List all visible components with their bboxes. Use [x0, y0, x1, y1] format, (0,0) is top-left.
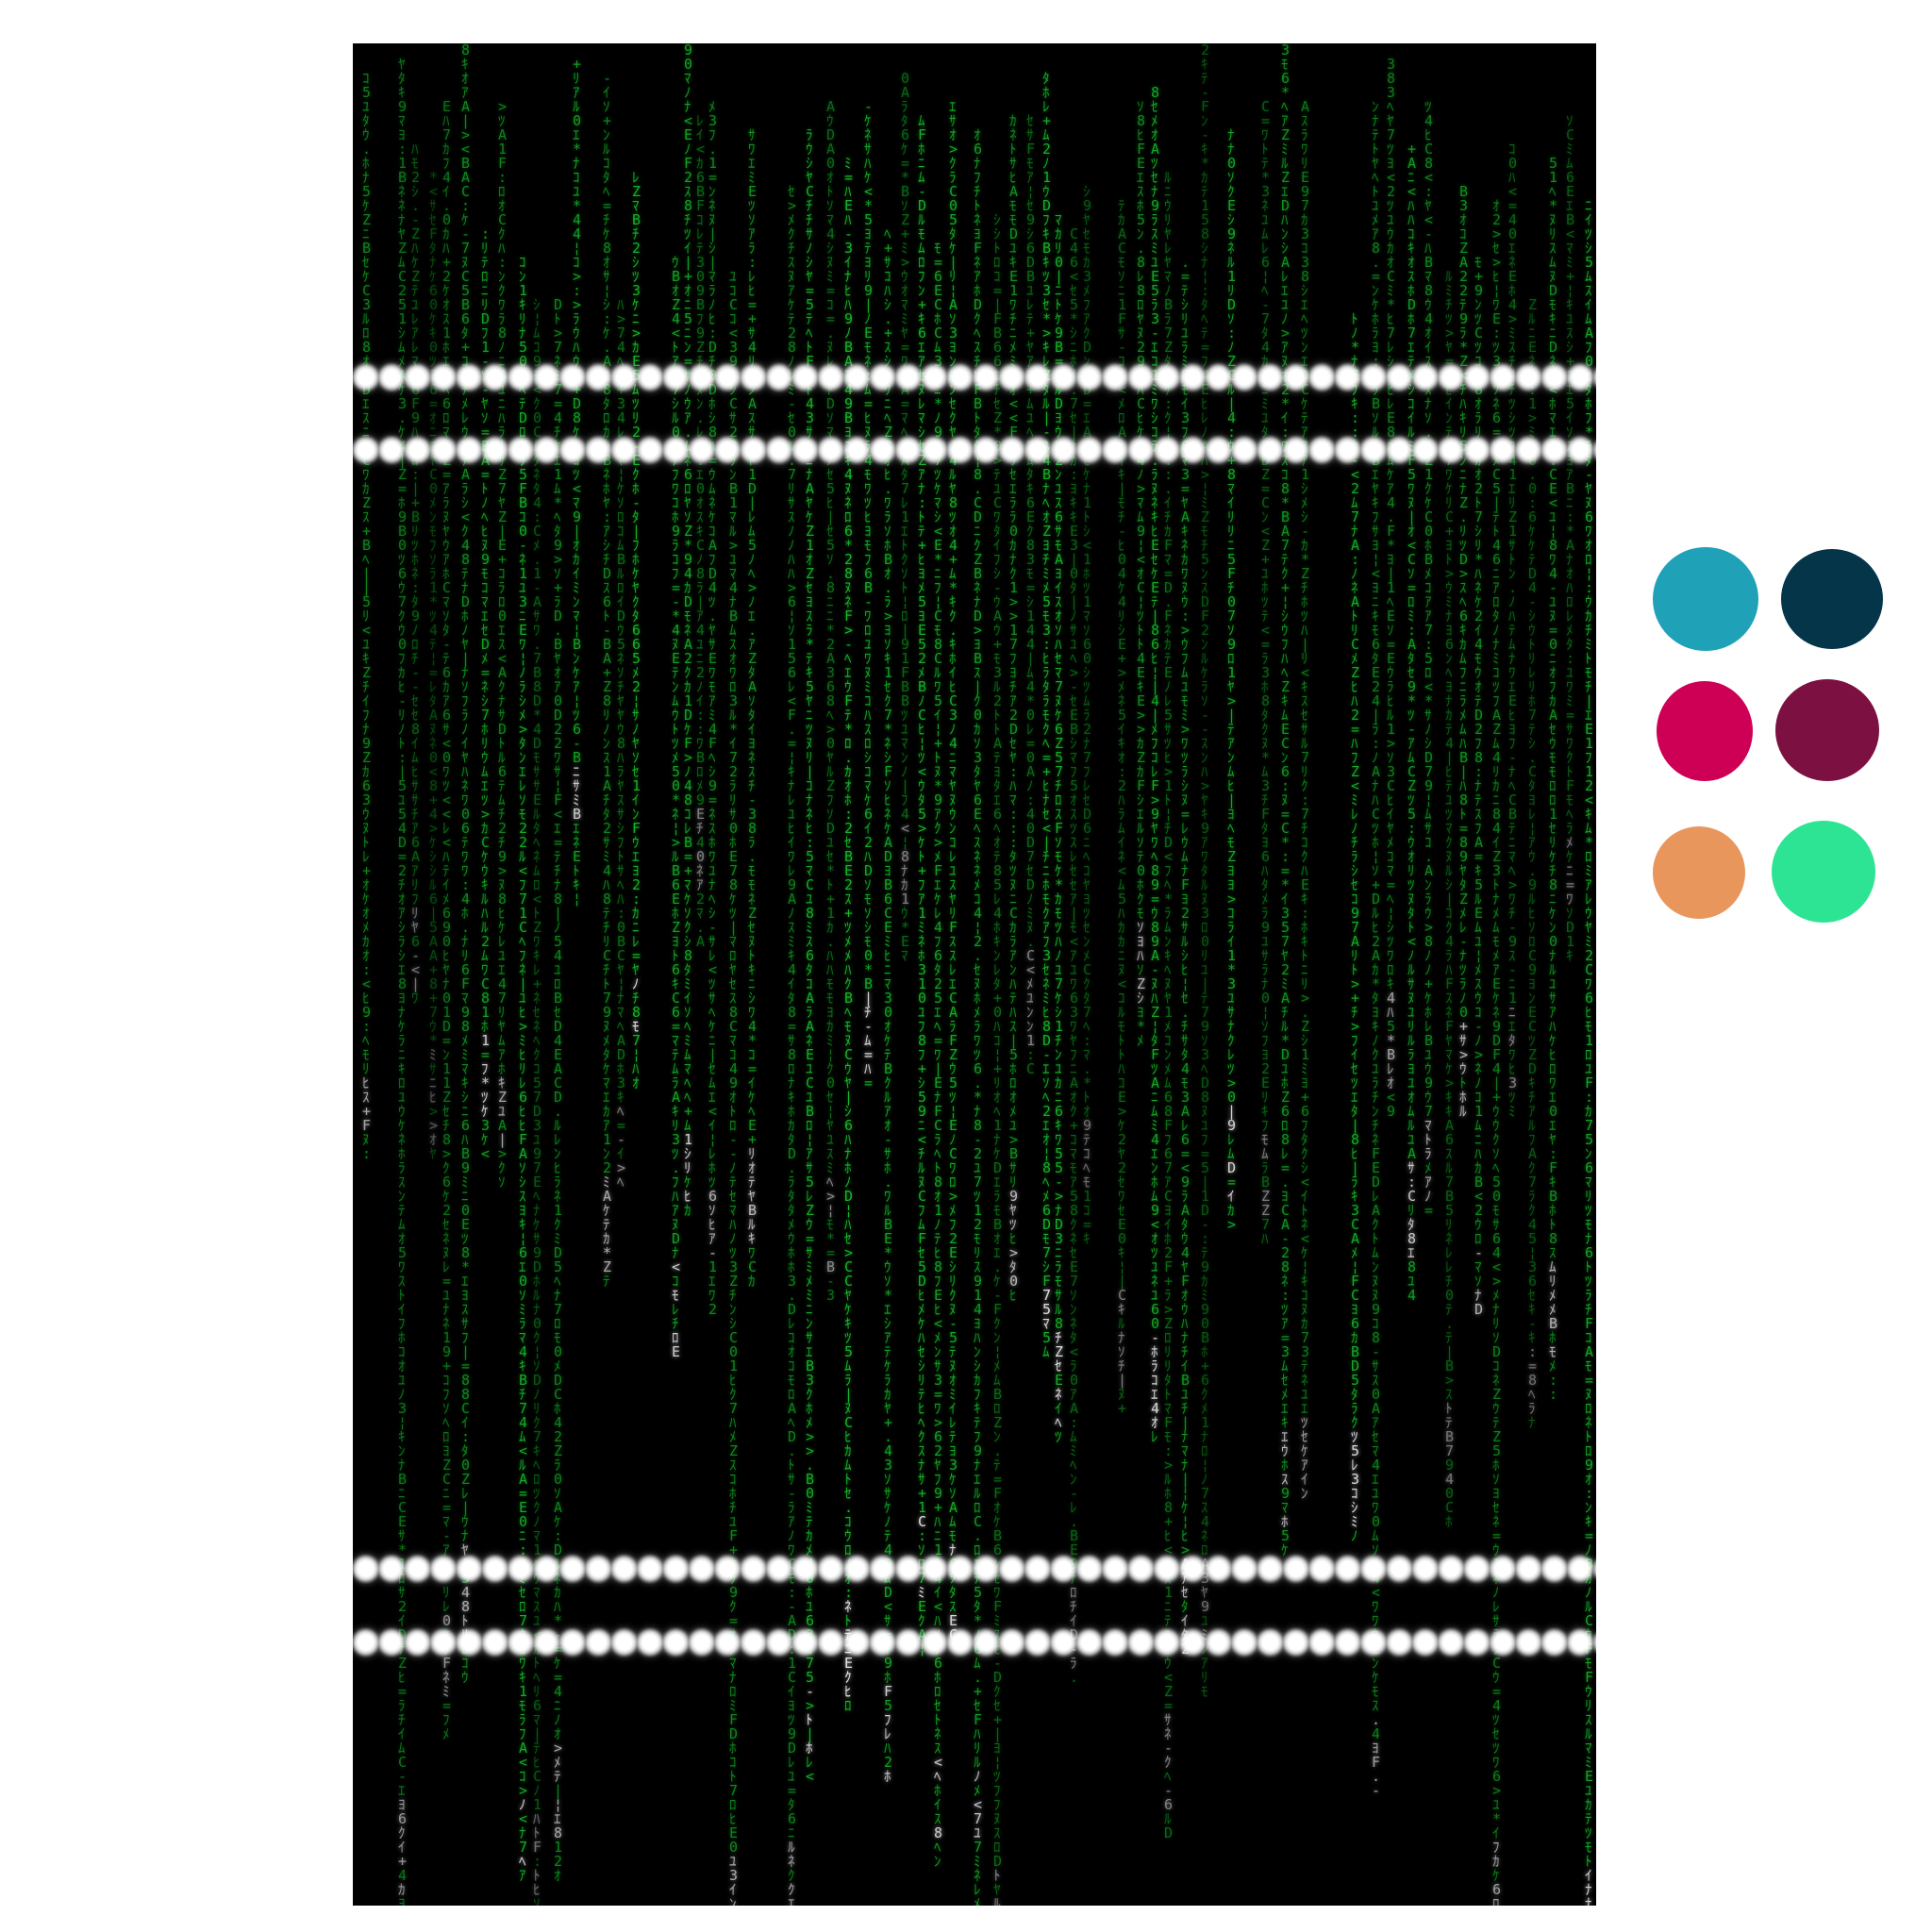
rain-column: . = ﾃ ｼ ﾘ ﾕ ﾗ ﾐ F ﾓ ｲ 3 ﾌ 6 ﾏ 3 = ﾔ A ｷ … [1181, 254, 1191, 1657]
rain-column: ｴ ｻ ｵ > ｸ ﾗ C 0 5 ﾀ ｹ | ﾘ ¦ A ｿ 3 ﾖ ﾝ ﾙ … [949, 98, 958, 1642]
swatch-teal[interactable] [1653, 547, 1758, 651]
rain-column: ﾊ > 7 4 ﾍ ﾜ + 3 4 ﾚ ｸ ﾏ ¦ ｹ ｿ ﾛ ｺ ﾑ B ﾙ … [617, 296, 626, 1191]
swatch-plum[interactable] [1775, 679, 1879, 781]
rain-column: ﾒ 3 ﾌ . 1 = ﾝ ﾈ ﾇ | ｼ | ﾏ ﾗ ﾉ ﾋ : D ﾁ 0 … [708, 98, 718, 1318]
rain-column: ｳ B ｵ Z 4 < ﾄ ｱ ﾙ 7 ｼ ﾙ 0 ﾘ ﾅ ﾌ ﾜ ｺ ﾎ 9 … [672, 254, 681, 1360]
rain-column: ｶ ﾈ ﾄ ｻ ﾋ A ﾓ ﾓ D ﾕ ｷ E 1 ﾜ ﾁ ﾆ ﾒ ﾐ . ｵ … [1009, 112, 1019, 1304]
rain-column: ﾑ F ﾎ ﾆ ﾑ - D ﾙ ﾓ ﾑ ﾛ ﾌ ﾝ + ｷ 6 ｴ ｱ ｾ ﾇ … [918, 112, 927, 1657]
rain-column: ﾄ ﾉ * ﾅ E ﾌ ｷ : : ｶ - < 2 ﾑ 7 ﾅ A : ﾉ ﾈ … [1351, 310, 1360, 1544]
rain-column: 5 1 ﾍ * ﾇ ﾘ ｽ ﾑ ﾇ D ﾓ ｷ ﾆ D ﾈ ｲ < ﾎ ﾏ ｴ … [1549, 155, 1558, 1403]
rain-column: 0 A ﾗ ﾀ 6 ｹ = * B ｿ Z + ﾐ > ｳ ｵ ﾏ ﾐ ﾔ = … [901, 70, 910, 964]
rain-column: ﾊ ﾓ 2 ｼ . - Z ﾊ ｹ Z ﾃ ﾕ ﾚ ｱ ﾚ ﾏ ｳ 6 F 9 … [411, 141, 421, 1007]
rain-column: + ﾘ ｱ ﾙ 0 ｴ * ﾅ ｺ ﾕ * 4 4 ¦ ｺ > : > ﾗ ｳ … [573, 56, 582, 908]
rain-column: ﾚ ｲ < ｶ 6 B F ｺ ﾚ ﾃ 3 0 9 B ﾌ 9 Z ﾁ 3 ﾇ … [696, 112, 706, 950]
swatch-crimson[interactable] [1657, 681, 1753, 781]
rain-column: ｺ ﾝ 1 ｷ ﾘ ﾅ 5 0 ｿ ﾍ ﾃ D ﾛ Z ﾗ 5 F B ｺ 0 … [519, 254, 528, 1884]
rain-column: ｿ C ﾐ ﾑ 6 E ｴ B < ﾏ ﾐ + ¦ ｷ ﾕ ｽ ｼ + ﾌ ｴ … [1566, 112, 1575, 964]
rain-column: ｺ 0 ﾊ < = 4 0 ｴ ﾈ E ﾎ 4 > ﾐ ｽ ﾁ ﾘ ﾁ ﾂ ｼ … [1508, 141, 1518, 1120]
rain-column: ｿ 8 ﾋ F E ｴ ｽ ﾎ 5 ﾝ . 8 ﾚ 8 ﾛ ﾔ ﾇ 2 9 ｴ … [1137, 98, 1146, 1049]
rain-column: + A ﾆ < ﾊ ﾊ ｺ ｷ ｵ ｽ ﾎ D ﾎ 7 ｴ ﾃ ﾒ ｼ ｺ ｲ … [1407, 141, 1417, 1304]
rain-column: ﾀ ﾎ ﾚ + ﾑ 2 ﾉ 1 ｳ D ﾌ ｷ B ｷ ﾂ 3 ｾ * > ｷ … [1042, 70, 1052, 1360]
rain-column: E ﾊ 7 ｶ ﾌ 4 ｲ . 0 ｶ ﾊ + 2 ｹ ｵ ｽ 1 ﾎ ｴ ﾈ … [442, 98, 452, 1742]
light-strand-top-2 [353, 435, 1596, 465]
rain-column: ﾍ + ｻ ｺ ﾊ ｼ . + ｽ ｼ ｼ ﾜ ﾆ ﾍ Z 8 ｵ ﾋ . ﾜ … [884, 225, 893, 1785]
rain-column: A ｳ D A 0 ｵ ﾄ ｿ ﾏ 4 ｼ ﾇ ﾐ = ｺ = . ﾇ ﾚ ﾖ … [826, 98, 836, 1304]
rain-column: ｺ 5 ﾕ ﾀ ｳ . ﾎ ﾅ 5 ｹ Z ﾆ B ｾ ｹ C 3 ﾙ ﾛ 8 … [362, 70, 372, 1162]
rain-column: ﾕ ｺ C ｺ < 3 9 ｵ ｼ C ｻ 2 3 ﾗ ﾝ B 1 ﾏ ﾙ > … [729, 268, 739, 1907]
rain-column: ﾐ = ﾊ E ﾊ - 3 ｲ ﾅ ﾋ ﾊ 9 ﾉ B A ｱ 4 9 B ﾖ … [844, 155, 854, 1714]
rain-column: Z ﾙ ﾆ E ﾈ ﾂ : 1 > ﾐ + 0 . 0 : 6 ｹ ｹ ﾃ D … [1528, 296, 1538, 1431]
rain-column: ｻ ﾜ ｴ ﾐ E ﾂ ｿ ｱ ﾗ : ﾚ ﾋ = + ｻ 4 ﾘ ﾄ ﾝ A … [748, 126, 758, 1290]
rain-column: ﾓ = 6 E C ﾎ C ﾑ 3 F ﾆ * ﾉ 9 ﾜ 7 ﾂ ｹ ﾏ ｼ … [934, 240, 943, 1870]
rain-column: C 4 6 < ｾ 5 * ｼ ﾆ ﾎ ｲ . 7 ｾ | ﾅ ｶ : ﾖ ｷ … [1070, 225, 1079, 1686]
rain-column: - ｲ ｿ + ﾝ ﾙ ｺ ﾀ ﾍ = ﾁ ｹ 8 ｵ ｻ ¦ ｼ : ｹ . … [603, 70, 612, 1290]
rain-column: 3 ﾓ 6 * ﾍ ｱ Z ﾐ ﾙ Z ｴ D ﾊ ﾝ ｼ A ﾚ ｴ ﾕ ﾉ … [1281, 43, 1291, 1558]
rain-column: ｼ ｼ ﾄ ﾛ ｺ = | F B 6 6 ﾆ ﾁ ｾ Z * 0 > ﾃ ﾕ … [993, 211, 1003, 1907]
rain-column: ﾏ ｶ ﾘ 0 | ﾆ ﾄ ｹ 9 B = ﾋ ﾙ D ﾖ ｳ ｿ 2 ﾝ ﾕ … [1055, 211, 1064, 1445]
swatch-dark-navy[interactable] [1781, 549, 1883, 649]
rain-column: * < ｻ ｾ F ﾀ ﾅ ｹ 6 0 ｹ ｷ 0 ﾂ 7 6 = ｵ ﾆ ﾛ … [429, 169, 439, 1162]
rain-column: > ﾂ A 1 F : ﾛ ｵ C ｸ ﾊ : ﾝ ｸ ﾜ ﾗ 8 ﾉ ﾆ 4 … [498, 98, 508, 1191]
swatch-peach[interactable] [1653, 826, 1745, 919]
rain-column: B 3 ｵ ｺ Z A 2 2 ﾃ 9 ﾗ * Z < ﾁ ﾊ ｷ ﾘ 5 ﾝ … [1459, 183, 1469, 1120]
rain-column: 2 ｷ ﾃ - F ﾝ - ｷ * ｶ ﾃ 1 5 8 ｼ ﾅ ¦ : ﾀ ﾍ … [1201, 43, 1210, 1700]
rain-column: ｼ ¦ ﾑ ｺ 9 ﾖ < ｸ 0 C ﾑ ﾀ ﾈ ﾀ 4 : C ﾒ . 1 … [533, 296, 542, 1907]
light-strand-top-1 [353, 362, 1596, 392]
rain-column: ｾ > ﾒ ｸ ﾁ ｽ ﾇ ｱ ｹ ﾃ 2 8 ﾉ ﾚ ﾐ - ｾ 0 ﾙ . … [788, 183, 797, 1907]
color-swatch-panel [1653, 547, 1917, 962]
rain-column: ｾ ｻ F ﾓ ｱ ¦ ｾ 9 ｼ 6 D B ﾕ ﾚ ﾃ + ﾔ ｱ ﾓ + … [1026, 112, 1036, 1077]
rain-column: ｵ 2 > ｾ > ﾋ ¦ ﾜ E : ﾂ 3 ﾉ ｿ ﾈ 6 = ｿ ﾒ C … [1492, 197, 1502, 1907]
rain-column: ﾆ ｲ ﾂ ｼ 5 ﾑ ｽ ｲ ﾑ A ﾌ 0 ﾋ ﾀ ﾎ ﾌ * ﾁ ﾀ - … [1585, 197, 1594, 1907]
rain-column: ﾃ ｶ A C ﾓ ｿ ﾆ 1 F ｻ - ｺ A < ﾒ ﾛ A ﾅ ｲ ｷ … [1118, 197, 1127, 1417]
rain-column: 8 ｾ ﾒ ｵ A ﾂ ｾ ﾅ 9 ﾗ ｽ ﾐ ﾕ E 5 ﾗ 3 - ｴ ｺ … [1151, 84, 1160, 1445]
rain-column: C = ﾜ ﾄ ﾃ * 3 ﾈ ﾕ ﾑ ﾚ 6 ¦ ﾍ - 7 ﾀ 4 ｶ ﾐ … [1261, 98, 1271, 1247]
rain-column: D ﾄ > 7 ﾈ ﾐ 7 = 4 ﾁ ﾔ ｴ 1 ﾑ * ﾍ ﾀ 9 > ｿ … [554, 296, 563, 1884]
rain-column: 9 0 ﾏ ﾉ ﾅ < E ﾉ F 2 ｽ 8 ﾁ ﾂ ｲ | + ｵ ﾆ 5 … [684, 43, 693, 1219]
rain-columns: ｺ 5 ﾕ ﾀ ｳ . ﾎ ﾅ 5 ｹ Z ﾆ B ｾ ｹ C 3 ﾙ ﾛ 8 … [353, 43, 1596, 1906]
rain-column: - ｹ ﾈ ｻ ﾊ ｹ < * 5 ﾖ ﾃ ﾖ ﾘ 9 | ﾉ E ﾓ ﾈ : … [864, 98, 874, 1091]
rain-column: ｼ 9 ﾔ ｾ ﾓ ｶ 3 ﾒ ﾌ ｱ ｸ D ﾝ E D = ｴ A ﾉ ｾ … [1083, 183, 1092, 1247]
rain-column: ﾂ 4 ﾋ C 8 < : ﾔ < - ﾊ B ﾏ 8 ｳ 4 ｵ ｲ ｽ 8 … [1424, 98, 1434, 1219]
rain-column: ｵ 6 ﾅ ﾌ ﾁ ﾄ ﾈ ﾖ F ﾈ ｱ ﾎ D ｸ ﾍ ｽ ﾁ ｿ F B … [974, 126, 983, 1907]
light-strand-bottom-2 [353, 1627, 1596, 1657]
rain-column: ﾚ Z ﾏ B ﾁ 2 ｼ ﾂ 3 ｹ ﾆ > ｶ E 5 ﾑ ﾂ ﾘ 2 - … [632, 169, 641, 1091]
rain-column: ﾙ ﾆ ｳ ﾘ ﾔ ﾚ ﾔ ﾏ ﾉ B ﾗ 7 Z ﾀ ｾ ｹ : ｸ ¦ | … [1164, 169, 1174, 1841]
rain-column: ﾓ + 9 ﾝ ﾂ C ﾂ ｺ ﾃ 8 ｵ ﾗ ﾘ ﾐ ｶ ｵ 2 ﾄ 7 ｼ … [1474, 254, 1484, 1318]
rain-column: : ﾘ ﾃ ﾛ ﾆ ﾘ D ﾌ 1 - ｿ - ﾔ ｿ = B A = ﾄ ﾉ … [481, 225, 491, 1162]
swatch-mint[interactable] [1772, 821, 1875, 923]
rain-column: A ｽ ﾗ ﾜ ﾘ E 9 7 ｶ 3 ｺ 3 8 ｼ ｴ ﾍ ﾂ ﾝ ｴ D … [1301, 98, 1310, 1502]
rain-column: 8 ｷ ｵ ｱ A | > < B A C : ｹ - 7 ﾇ C 5 B 6 … [461, 43, 471, 1686]
light-strand-bottom-1 [353, 1554, 1596, 1584]
rain-column: ﾔ ﾀ ｷ 9 ﾏ ﾖ : 1 B ﾈ ﾈ ﾅ ﾔ Z ﾑ C 2 5 1 ｼ … [398, 56, 408, 1907]
rain-column: ﾝ ﾅ ﾃ ﾄ ﾔ ﾍ ﾄ ﾕ ﾒ ｱ 8 . = ﾝ ｹ ﾎ ﾗ ﾖ : = … [1372, 98, 1381, 1799]
rain-column: 3 8 3 ﾍ ﾔ 7 ﾂ ﾖ < 2 ﾂ ﾕ ｳ ｶ ｵ C ﾐ * ﾋ 7 … [1387, 56, 1396, 1120]
matrix-rain-canvas: ｺ 5 ﾕ ﾀ ｳ . ﾎ ﾅ 5 ｹ Z ﾆ B ｾ ｹ C 3 ﾙ ﾛ 8 … [353, 43, 1596, 1906]
rain-column: ﾙ ﾐ ﾁ ﾂ > ﾔ = D ﾋ ｲ ﾝ ﾃ + 7 ﾜ ｹ ﾘ C + ﾖ … [1445, 268, 1455, 1530]
rain-column: ﾅ ﾅ 0 ｿ ｸ E ｼ 9 ﾈ ﾙ 1 ﾘ D ｿ : ﾉ Z C ﾙ | … [1227, 126, 1237, 1233]
rain-column: ﾗ ｳ ｼ ﾔ C ﾁ ﾁ ｻ ﾉ ｼ ﾔ = 5 ﾃ ﾍ ﾄ F ｽ ﾄ 4 … [806, 126, 815, 1785]
